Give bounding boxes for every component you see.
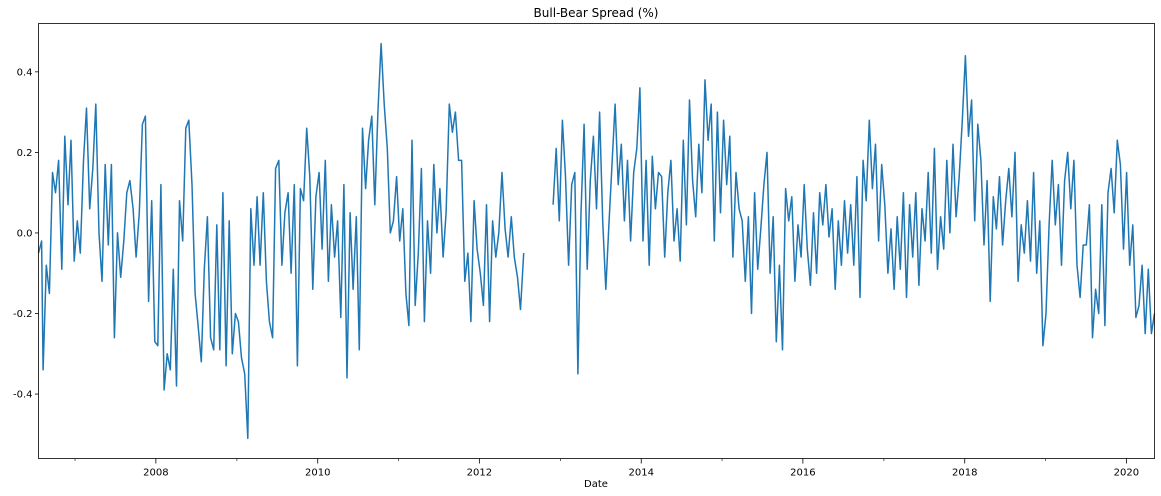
x-tick-label: 2012 bbox=[467, 468, 492, 479]
series-line-1 bbox=[37, 42, 525, 440]
plot-frame bbox=[38, 23, 1155, 459]
plot-area bbox=[37, 42, 1156, 440]
y-tick-label: 0.2 bbox=[17, 148, 33, 159]
x-axis: 2008 2010 2012 2014 2016 2018 2020 bbox=[74, 458, 1139, 479]
x-tick-label: 2016 bbox=[790, 468, 815, 479]
x-tick-label: 2020 bbox=[1114, 468, 1139, 479]
y-tick-label: 0.4 bbox=[17, 67, 33, 78]
x-tick-label: 2008 bbox=[143, 468, 168, 479]
y-tick-label: 0.0 bbox=[17, 228, 33, 239]
x-tick-label: 2014 bbox=[629, 468, 654, 479]
series-line-2 bbox=[552, 54, 1156, 375]
x-axis-label: Date bbox=[584, 479, 608, 490]
y-tick-label: -0.4 bbox=[13, 390, 33, 401]
y-tick-label: -0.2 bbox=[13, 309, 33, 320]
y-axis: -0.4 -0.2 0.0 0.2 0.4 bbox=[13, 67, 39, 401]
x-tick-label: 2010 bbox=[305, 468, 330, 479]
x-tick-label: 2018 bbox=[952, 468, 977, 479]
chart-title: Bull-Bear Spread (%) bbox=[534, 6, 659, 20]
